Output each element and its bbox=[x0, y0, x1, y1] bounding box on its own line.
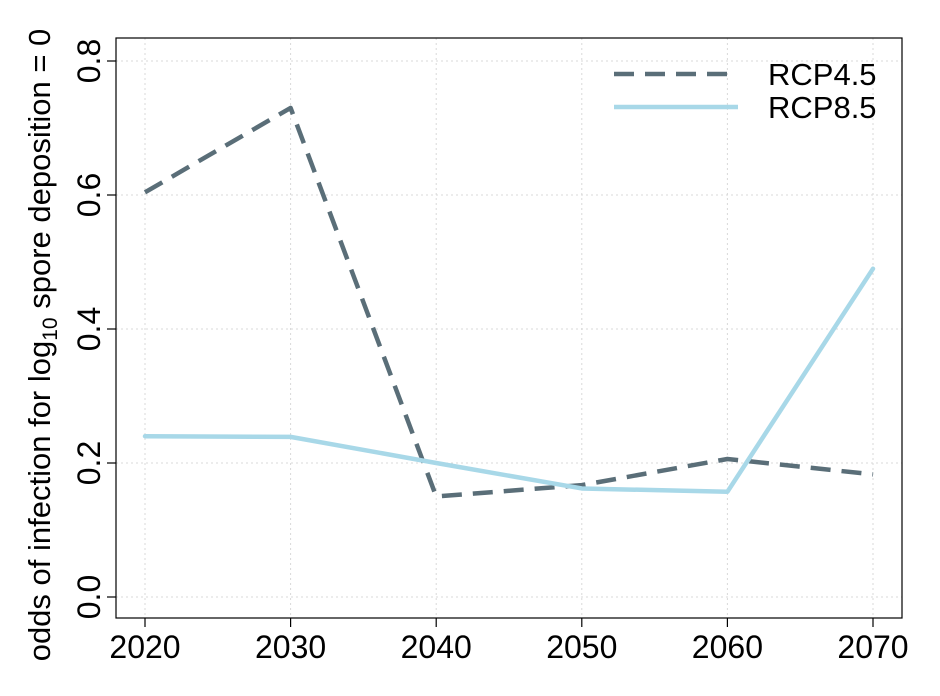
y-tick-label: 0.2 bbox=[71, 441, 107, 485]
series-layer bbox=[142, 105, 876, 499]
series-line-rcp4-5 bbox=[143, 105, 874, 499]
x-tick-label: 2030 bbox=[255, 629, 326, 665]
legend-label: RCP4.5 bbox=[768, 57, 877, 92]
y-axis: 0.0 0.2 0.4 0.6 0.8 bbox=[71, 39, 116, 619]
x-tick-label: 2020 bbox=[109, 629, 180, 665]
x-tick-label: 2070 bbox=[837, 629, 908, 665]
x-tick-label: 2040 bbox=[401, 629, 472, 665]
grid-lines bbox=[116, 38, 902, 618]
x-tick-label: 2060 bbox=[692, 629, 763, 665]
y-axis-label-suffix: spore deposition = 0 bbox=[22, 29, 57, 318]
y-axis-label: odds of infection for log10 spore deposi… bbox=[22, 29, 62, 662]
y-axis-label-subscript: 10 bbox=[39, 317, 62, 340]
y-axis-label-prefix: odds of infection for log bbox=[22, 341, 57, 662]
y-tick-label: 0.0 bbox=[71, 575, 107, 619]
x-tick-label: 2050 bbox=[546, 629, 617, 665]
series-line-rcp8-5 bbox=[142, 266, 876, 495]
y-tick-label: 0.8 bbox=[71, 39, 107, 83]
y-tick-label: 0.6 bbox=[71, 173, 107, 217]
legend-label: RCP8.5 bbox=[768, 90, 877, 125]
x-axis: 2020 2030 2040 2050 2060 2070 bbox=[109, 618, 909, 665]
plot-frame bbox=[115, 37, 903, 619]
y-tick-label: 0.4 bbox=[71, 307, 107, 351]
